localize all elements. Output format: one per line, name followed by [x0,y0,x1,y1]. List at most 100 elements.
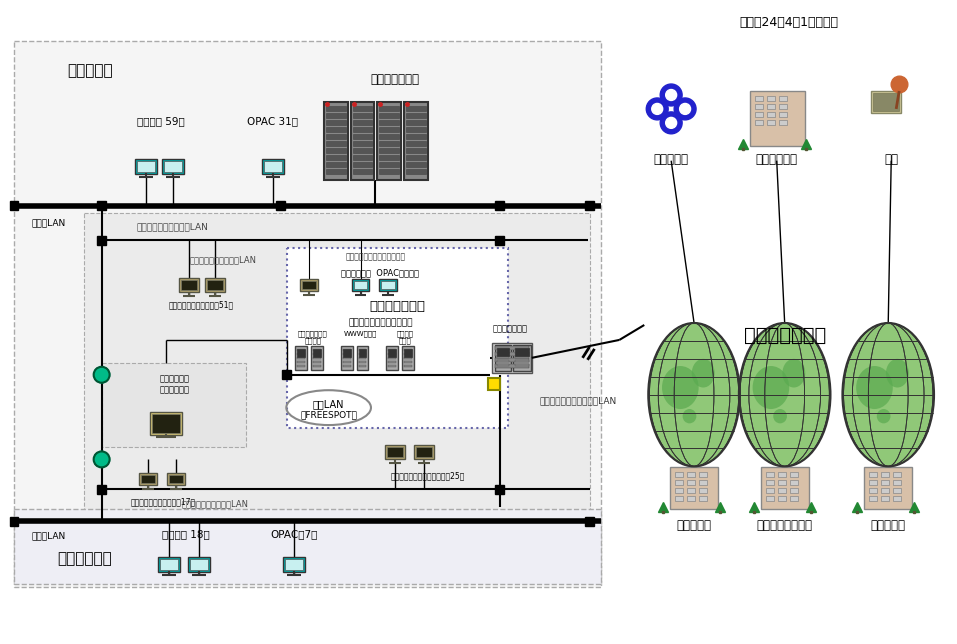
Bar [181,280,197,290]
Bar [755,120,763,125]
Circle shape [666,117,677,128]
Bar [389,349,396,351]
Bar [343,365,350,367]
Bar [407,127,426,132]
Bar [496,485,504,494]
Bar [359,349,367,357]
Text: 貴重書システム
サーバ機: 貴重書システム サーバ機 [298,330,327,344]
Bar [766,497,773,501]
Bar [152,413,180,433]
Bar [357,346,368,370]
Bar [98,236,106,245]
Bar [101,363,246,448]
Bar [389,353,396,355]
Bar [675,472,683,477]
Bar [379,155,399,160]
Bar [779,96,787,101]
Bar [325,106,345,111]
Ellipse shape [773,409,787,423]
Bar [404,349,412,357]
Bar [142,475,155,483]
Bar [874,93,900,111]
Bar [190,559,209,570]
Bar [297,353,304,355]
Bar [379,141,399,146]
Ellipse shape [783,359,805,388]
Text: 国際児童文学館: 国際児童文学館 [369,300,425,313]
Bar [869,480,878,486]
Bar [779,112,787,117]
Bar [297,361,304,363]
Bar [379,127,399,132]
Bar [150,412,182,435]
Bar [790,472,797,477]
Bar [379,120,399,125]
Ellipse shape [682,409,697,423]
Bar [416,448,433,457]
Bar [343,357,350,359]
Bar [297,349,304,351]
Bar [407,155,426,160]
Bar [313,361,321,363]
Bar [282,370,291,379]
Bar [359,357,367,359]
Bar [387,346,398,370]
Text: 低速インターネット端末51台: 低速インターネット端末51台 [168,301,234,310]
Bar [379,113,399,118]
Bar [297,365,304,367]
Bar [585,516,594,526]
Bar [189,557,211,572]
Bar [350,102,374,180]
Text: OPAC　7台: OPAC 7台 [270,529,318,539]
Text: 府関連機関: 府関連機関 [654,153,689,166]
Bar [165,161,182,172]
Bar [767,96,775,101]
Bar [407,120,426,125]
Bar [343,361,350,363]
Bar [497,348,509,356]
Bar [778,488,786,493]
Text: 国会図書館: 国会図書館 [677,519,712,532]
Bar [675,488,683,493]
Text: 中央図書館: 中央図書館 [67,63,112,78]
Bar [343,353,350,355]
Bar [404,365,412,367]
Bar [379,106,399,111]
Bar [515,348,529,350]
Bar [790,497,797,501]
Bar [404,349,412,351]
Bar [311,346,323,370]
Bar [313,357,321,359]
Bar [488,378,500,390]
Bar [778,497,786,501]
Bar [402,346,414,370]
Bar [767,112,775,117]
Circle shape [679,104,691,115]
Bar [264,161,282,172]
Bar [687,497,695,501]
Text: 利用者インターネット系LAN: 利用者インターネット系LAN [540,397,617,406]
Text: 地域情報提供
端末コーナー: 地域情報提供 端末コーナー [159,375,189,394]
Bar [386,446,406,459]
Text: 低速インターネット端末４台: 低速インターネット端末４台 [345,252,406,261]
Bar [325,141,345,146]
Bar [352,127,372,132]
Bar [670,468,718,509]
Bar [497,360,509,362]
Ellipse shape [739,323,831,466]
Bar [14,41,601,587]
Bar [359,361,367,363]
Bar [687,472,695,477]
Bar [515,364,529,366]
Bar [313,349,321,357]
Bar [343,349,350,351]
Bar [323,102,347,180]
Bar [313,353,321,355]
Text: 無線LAN: 無線LAN [313,400,345,410]
Text: 低速インターネット系LAN: 低速インターネット系LAN [137,222,209,231]
Bar [407,169,426,174]
Text: （FREESPOT）: （FREESPOT） [300,410,357,419]
Bar [325,127,345,132]
Bar [766,480,773,486]
Bar [98,201,106,210]
